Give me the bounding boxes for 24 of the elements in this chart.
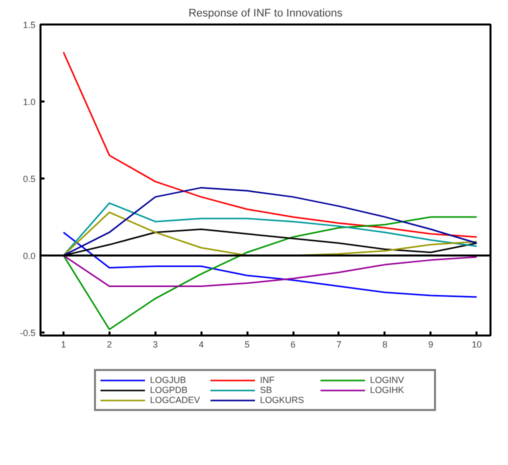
y-tick-label: 1.5 bbox=[22, 20, 36, 30]
x-tick-label: 2 bbox=[106, 340, 112, 350]
y-tick-label: 0.0 bbox=[22, 250, 36, 261]
legend-label: INF bbox=[260, 375, 276, 385]
y-tick-label: 0.5 bbox=[22, 174, 36, 184]
x-tick-label: 9 bbox=[428, 340, 434, 350]
legend-label: LOGCADEV bbox=[150, 395, 202, 405]
legend-label: LOGPDB bbox=[150, 385, 189, 395]
x-tick-label: 1 bbox=[60, 340, 66, 350]
x-tick-label: 4 bbox=[198, 340, 204, 350]
x-tick-label: 5 bbox=[244, 340, 250, 350]
x-tick-label: 8 bbox=[382, 340, 388, 350]
legend-label: SB bbox=[260, 385, 274, 395]
x-tick-label: 10 bbox=[472, 340, 482, 350]
x-tick-label: 7 bbox=[336, 340, 342, 350]
legend-label: LOGINV bbox=[370, 375, 406, 385]
chart-title: Response of INF to Innovations bbox=[188, 8, 344, 20]
x-tick-label: 3 bbox=[152, 340, 158, 350]
legend-label: LOGIHK bbox=[370, 385, 406, 395]
legend-label: LOGKURS bbox=[260, 395, 306, 405]
y-tick-label: 1.0 bbox=[22, 96, 36, 107]
y-tick-label: -0.5 bbox=[20, 328, 36, 338]
legend-label: LOGJUB bbox=[150, 375, 188, 385]
x-tick-label: 6 bbox=[290, 340, 296, 350]
